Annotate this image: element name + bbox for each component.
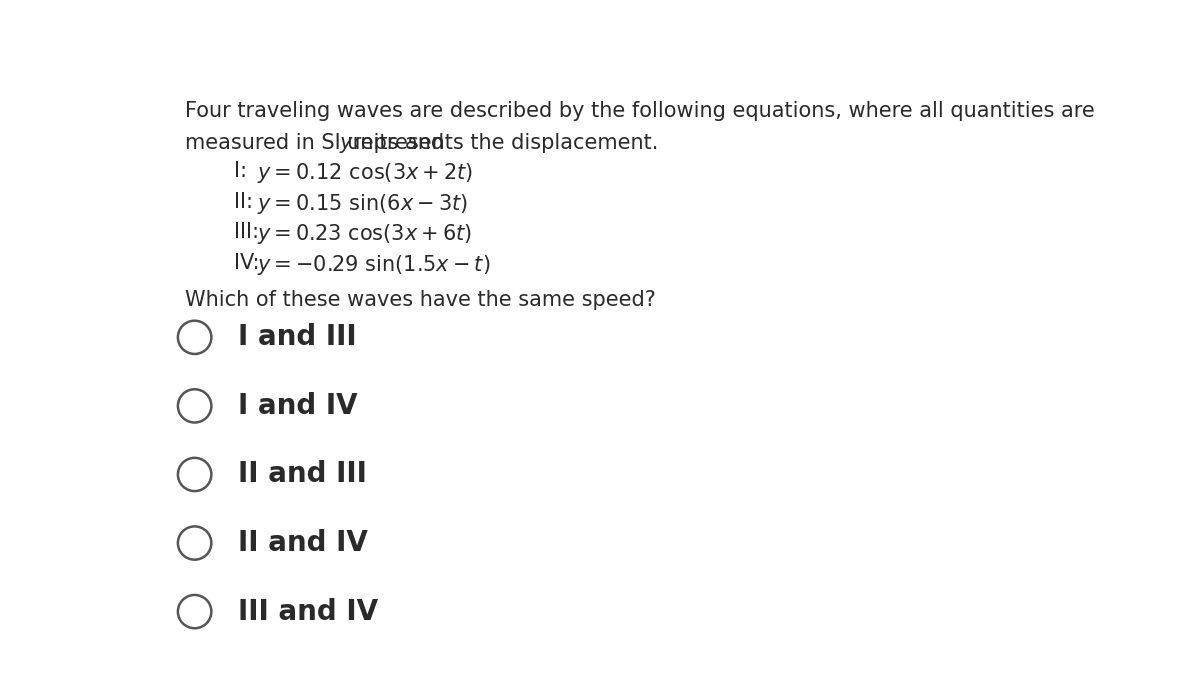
Text: $y = 0.15\ \mathrm{sin}(6x - 3t)$: $y = 0.15\ \mathrm{sin}(6x - 3t)$ [257, 192, 468, 216]
Text: $y = 0.23\ \mathrm{cos}(3x + 6t)$: $y = 0.23\ \mathrm{cos}(3x + 6t)$ [257, 223, 472, 247]
Text: IV:: IV: [234, 253, 259, 273]
Text: II and III: II and III [239, 460, 367, 488]
Text: Four traveling waves are described by the following equations, where all quantit: Four traveling waves are described by th… [185, 101, 1096, 121]
Text: I and III: I and III [239, 323, 356, 351]
Text: III:: III: [234, 223, 259, 242]
Text: Which of these waves have the same speed?: Which of these waves have the same speed… [185, 290, 656, 310]
Text: $y = {-}0.29\ \mathrm{sin}(1.5x - t)$: $y = {-}0.29\ \mathrm{sin}(1.5x - t)$ [257, 253, 491, 277]
Text: I:: I: [234, 161, 247, 181]
Text: $y = 0.12\ \mathrm{cos}(3x + 2t)$: $y = 0.12\ \mathrm{cos}(3x + 2t)$ [257, 161, 473, 185]
Text: III and IV: III and IV [239, 597, 378, 625]
Text: I and IV: I and IV [239, 392, 358, 420]
Text: measured in SI units and: measured in SI units and [185, 134, 451, 153]
Text: represents the displacement.: represents the displacement. [347, 134, 659, 153]
Text: II:: II: [234, 192, 253, 212]
Text: II and IV: II and IV [239, 529, 368, 557]
Text: y: y [340, 134, 352, 153]
